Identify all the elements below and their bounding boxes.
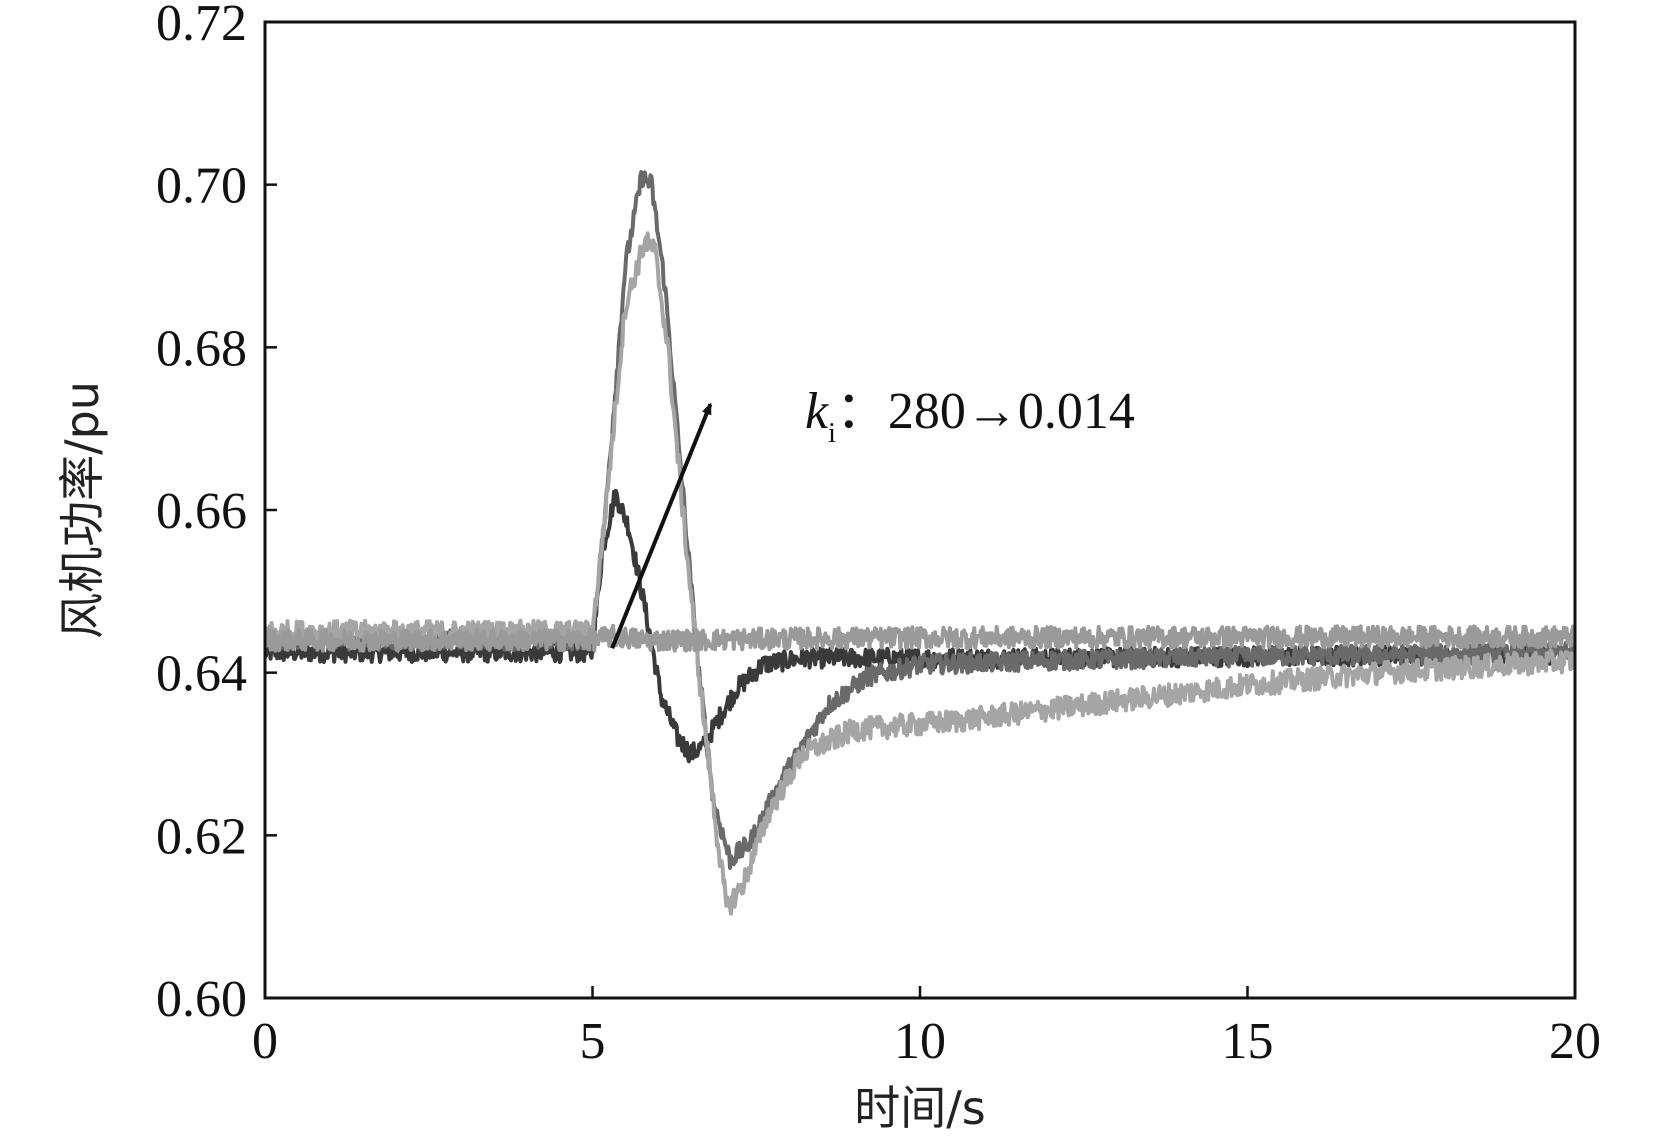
x-tick-label: 20	[1549, 1013, 1601, 1070]
y-tick-label: 0.60	[156, 971, 247, 1028]
ticks-layer: 0 5 10 15 20 0.60 0.62 0.64 0.66 0.68 0.70 0.72	[156, 0, 1601, 1070]
y-tick-label: 0.62	[156, 808, 247, 865]
annotation-text: ：280→0.014	[836, 383, 1135, 440]
plot-frame	[263, 20, 1577, 1000]
annotation-symbol: k	[805, 383, 829, 440]
annotation-subscript: i	[828, 418, 836, 449]
y-tick-label: 0.66	[156, 483, 247, 540]
y-tick-label: 0.70	[156, 158, 247, 215]
x-tick-label: 0	[252, 1013, 278, 1070]
series-line-3	[265, 231, 1575, 916]
series-layer	[265, 170, 1575, 916]
x-tick-label: 5	[580, 1013, 606, 1070]
x-tick-label: 15	[1222, 1013, 1274, 1070]
annotation-arrow	[610, 402, 713, 650]
annotation-label: ki：280→0.014	[805, 383, 1135, 449]
y-axis-label: 风机功率/pu	[55, 381, 109, 639]
y-tick-label: 0.68	[156, 320, 247, 377]
series-line-2	[265, 170, 1575, 870]
y-tick-label: 0.72	[156, 0, 247, 52]
y-tick-label: 0.64	[156, 646, 247, 703]
x-axis-label: 时间/s	[854, 1081, 985, 1135]
x-tick-label: 10	[894, 1013, 946, 1070]
series-line-4	[265, 623, 1575, 653]
